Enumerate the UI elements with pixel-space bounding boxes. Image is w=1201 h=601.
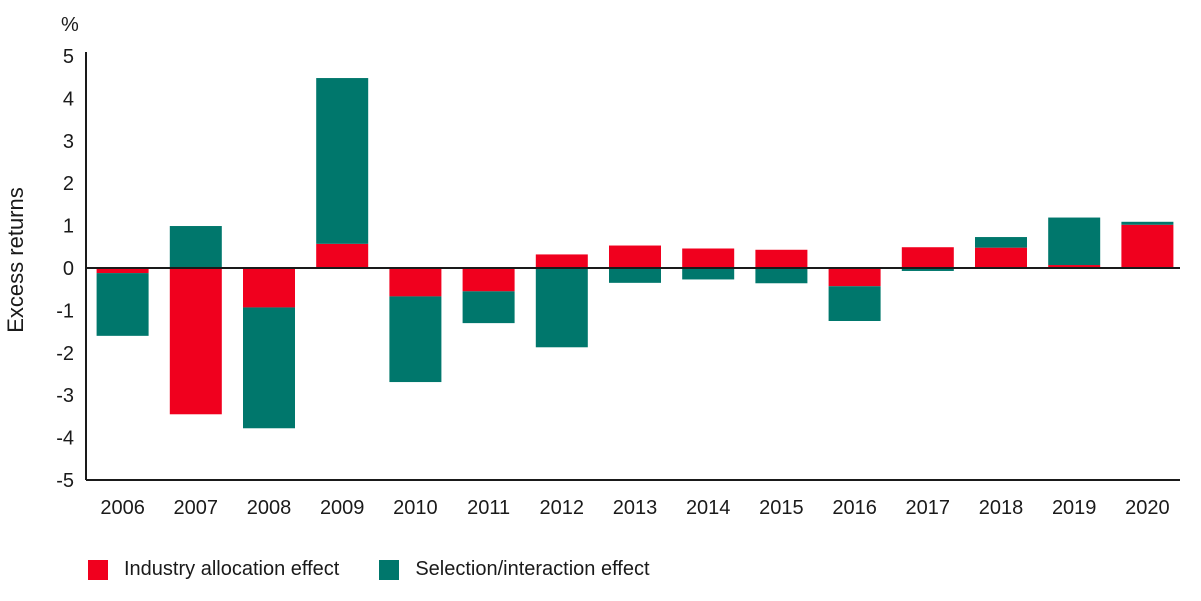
bar-segment-selection-interaction bbox=[462, 291, 515, 324]
x-tick-labels: 2006 2007 2008 2009 2010 2011 2012 2013 2014 2015… bbox=[100, 497, 1169, 519]
legend: Industry allocation effect Selection/int… bbox=[88, 558, 690, 581]
bar-segment-industry-allocation bbox=[975, 247, 1027, 268]
bar-segment-selection-interaction bbox=[535, 268, 588, 348]
y-tick-label: 2 bbox=[63, 173, 74, 195]
bar-segment-industry-allocation bbox=[828, 268, 881, 287]
legend-item-selection-interaction: Selection/interaction effect bbox=[379, 558, 650, 581]
x-tick-label: 2012 bbox=[540, 497, 585, 519]
x-tick-label: 2015 bbox=[759, 497, 804, 519]
x-tick-label: 2014 bbox=[686, 497, 731, 519]
x-tick-label: 2006 bbox=[100, 497, 145, 519]
x-tick-label: 2016 bbox=[832, 497, 877, 519]
x-tick-label: 2007 bbox=[174, 497, 219, 519]
x-tick-label: 2008 bbox=[247, 497, 292, 519]
bar-segment-industry-allocation bbox=[389, 268, 442, 297]
bar-segment-selection-interaction bbox=[96, 273, 149, 336]
bar-segment-industry-allocation bbox=[1121, 224, 1174, 268]
bar-segment-selection-interaction bbox=[755, 268, 808, 284]
bar-segment-industry-allocation bbox=[1048, 265, 1101, 268]
bar-segment-industry-allocation bbox=[316, 243, 369, 268]
x-tick-label: 2011 bbox=[467, 497, 510, 519]
y-tick-label: 5 bbox=[63, 46, 74, 68]
y-tick-label: 3 bbox=[63, 131, 74, 153]
bar-segment-industry-allocation bbox=[755, 249, 808, 268]
legend-label-selection-interaction: Selection/interaction effect bbox=[415, 558, 650, 580]
bar-segment-selection-interaction bbox=[169, 226, 222, 268]
bar-segment-selection-interaction bbox=[609, 268, 661, 283]
x-tick-label: 2020 bbox=[1125, 497, 1170, 519]
y-unit-label: % bbox=[61, 14, 79, 36]
x-tick-label: 2009 bbox=[320, 497, 365, 519]
bar-segment-selection-interaction bbox=[389, 296, 442, 383]
y-tick-label: -3 bbox=[56, 385, 74, 407]
y-tick-label: -1 bbox=[56, 300, 74, 322]
bar-segment-selection-interaction bbox=[901, 268, 954, 271]
bar-segment-industry-allocation bbox=[96, 268, 149, 274]
y-tick-label: 0 bbox=[63, 258, 74, 280]
bar-segment-industry-allocation bbox=[169, 268, 222, 415]
y-tick-label: -4 bbox=[56, 428, 74, 450]
x-tick-label: 2017 bbox=[906, 497, 951, 519]
x-tick-label: 2010 bbox=[393, 497, 438, 519]
legend-label-industry-allocation: Industry allocation effect bbox=[124, 558, 340, 580]
bar-segment-selection-interaction bbox=[682, 268, 735, 280]
bars-group bbox=[96, 78, 1174, 429]
y-tick-label: -2 bbox=[56, 343, 74, 365]
bar-segment-industry-allocation bbox=[682, 248, 735, 268]
bar-segment-selection-interaction bbox=[828, 286, 881, 321]
bar-segment-selection-interaction bbox=[975, 237, 1027, 248]
legend-swatch-industry-allocation bbox=[88, 559, 108, 580]
y-tick-label: 1 bbox=[63, 216, 74, 238]
bar-segment-industry-allocation bbox=[609, 245, 661, 268]
y-tick-label: 4 bbox=[63, 88, 74, 110]
bar-segment-industry-allocation bbox=[462, 268, 515, 292]
y-axis-title: Excess returns bbox=[3, 187, 28, 333]
bar-segment-selection-interaction bbox=[1121, 221, 1174, 225]
legend-swatch-selection-interaction bbox=[379, 559, 400, 580]
legend-item-industry-allocation: Industry allocation effect bbox=[88, 558, 339, 581]
bar-segment-selection-interaction bbox=[316, 78, 369, 244]
y-tick-labels: 5 4 3 2 1 0 -1 -2 -3 -4 -5 bbox=[56, 46, 74, 492]
x-tick-label: 2013 bbox=[613, 497, 658, 519]
bar-segment-selection-interaction bbox=[243, 307, 295, 429]
bar-segment-selection-interaction bbox=[1048, 217, 1101, 266]
x-tick-label: 2019 bbox=[1052, 497, 1097, 519]
bar-segment-industry-allocation bbox=[535, 254, 588, 268]
bar-segment-industry-allocation bbox=[901, 247, 954, 268]
x-tick-label: 2018 bbox=[979, 497, 1024, 519]
y-tick-label: -5 bbox=[56, 470, 74, 492]
bar-segment-industry-allocation bbox=[243, 268, 295, 308]
